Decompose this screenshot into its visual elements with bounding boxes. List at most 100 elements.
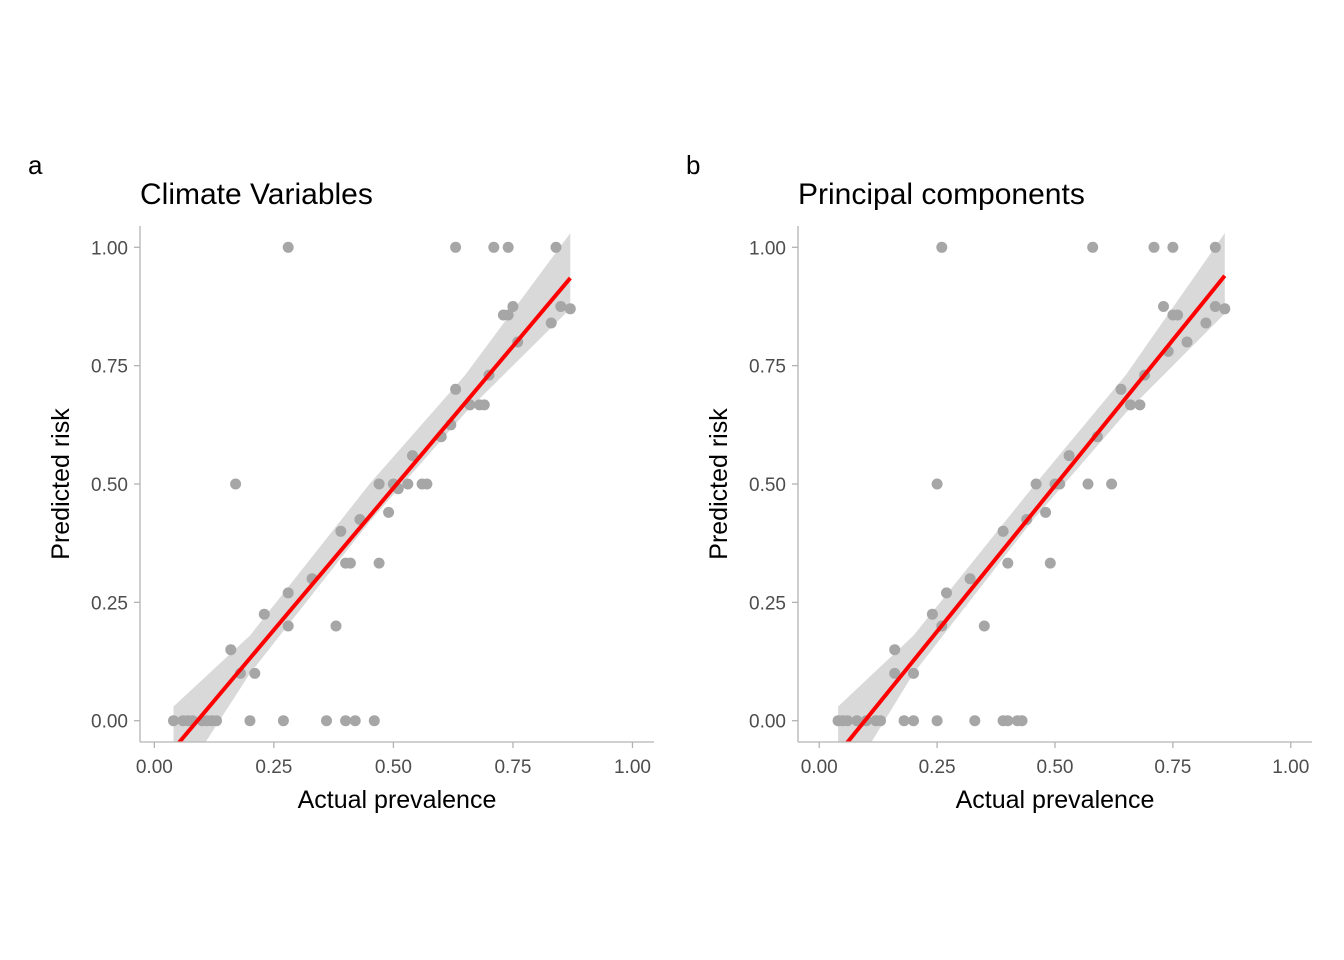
data-point bbox=[1044, 557, 1056, 569]
data-point bbox=[282, 587, 294, 599]
data-point bbox=[488, 241, 500, 253]
data-point bbox=[502, 309, 514, 321]
plot-area: 0.00 0.25 0.50 0.75 1.00 0.00 0.25 0.50 0.75 1.00 bbox=[91, 226, 654, 778]
data-point bbox=[225, 644, 237, 656]
data-point bbox=[926, 608, 938, 620]
data-point bbox=[1134, 399, 1146, 411]
data-point bbox=[1002, 557, 1014, 569]
data-point bbox=[383, 506, 395, 518]
x-tick-label: 0.50 bbox=[375, 757, 412, 778]
data-point bbox=[168, 715, 179, 727]
x-tick-label: 0.50 bbox=[1037, 757, 1074, 778]
y-tick-label: 0.00 bbox=[91, 712, 128, 733]
data-point bbox=[1002, 715, 1014, 727]
x-tick-label: 0.00 bbox=[801, 757, 838, 778]
data-point bbox=[249, 667, 261, 679]
x-tick-label: 1.00 bbox=[614, 757, 651, 778]
data-point bbox=[898, 715, 910, 727]
x-tick-label: 0.75 bbox=[1154, 757, 1191, 778]
panel-tag: b bbox=[686, 150, 700, 180]
data-point bbox=[550, 241, 562, 253]
data-point bbox=[1209, 241, 1221, 253]
data-point bbox=[1181, 336, 1193, 348]
data-point bbox=[908, 715, 919, 727]
data-point bbox=[842, 715, 853, 727]
y-tick-label: 0.25 bbox=[749, 593, 786, 614]
data-point bbox=[335, 525, 347, 537]
data-point bbox=[373, 478, 385, 490]
y-tick-label: 0.75 bbox=[91, 357, 128, 378]
data-point bbox=[1040, 506, 1052, 518]
y-tick-label: 1.00 bbox=[91, 238, 128, 259]
data-point bbox=[368, 715, 380, 727]
fit-line bbox=[176, 276, 572, 742]
data-point bbox=[1082, 478, 1094, 490]
data-point bbox=[936, 241, 948, 253]
x-tick-label: 0.75 bbox=[494, 757, 531, 778]
y-tick-label: 0.25 bbox=[91, 593, 128, 614]
y-axis-label: Predicted risk bbox=[47, 408, 75, 560]
data-point bbox=[564, 303, 576, 315]
y-tick-label: 0.75 bbox=[749, 357, 786, 378]
data-point bbox=[230, 478, 242, 490]
data-point bbox=[321, 715, 332, 727]
x-axis-label: Actual prevalence bbox=[956, 786, 1155, 814]
data-point bbox=[1167, 241, 1179, 253]
data-point bbox=[421, 478, 433, 490]
data-point bbox=[964, 573, 976, 585]
data-point bbox=[545, 317, 557, 329]
data-point bbox=[282, 241, 294, 253]
data-point bbox=[450, 241, 462, 253]
data-point bbox=[1087, 241, 1099, 253]
data-point bbox=[402, 478, 414, 490]
x-tick-label: 1.00 bbox=[1272, 757, 1309, 778]
data-point bbox=[450, 383, 462, 395]
data-point bbox=[373, 557, 385, 569]
x-tick-label: 0.25 bbox=[255, 757, 292, 778]
data-point bbox=[1219, 303, 1231, 315]
data-point bbox=[502, 241, 514, 253]
x-axis-label: Actual prevalence bbox=[298, 786, 497, 814]
y-tick-label: 0.50 bbox=[91, 475, 128, 496]
data-point bbox=[997, 525, 1009, 537]
data-point bbox=[1158, 301, 1169, 312]
data-point bbox=[1209, 301, 1221, 312]
data-point bbox=[211, 715, 222, 727]
confidence-band bbox=[173, 233, 571, 742]
x-tick-label: 0.00 bbox=[136, 757, 173, 778]
data-point bbox=[282, 620, 294, 632]
plot-area: 0.00 0.25 0.50 0.75 1.00 0.00 0.25 0.50 0.75 1.00 bbox=[749, 226, 1312, 778]
data-point bbox=[344, 557, 356, 569]
data-point bbox=[340, 715, 352, 727]
panel-climate-variables: a Climate Variables 0.00 0.25 0.50 0.75 1.00… bbox=[28, 150, 654, 814]
data-point bbox=[931, 715, 943, 727]
data-point bbox=[258, 608, 270, 620]
data-point bbox=[1106, 478, 1118, 490]
panel-title: Principal components bbox=[798, 178, 1085, 211]
data-point bbox=[1115, 383, 1127, 395]
data-point bbox=[851, 715, 863, 727]
y-tick-label: 0.00 bbox=[749, 712, 786, 733]
data-point bbox=[969, 715, 981, 727]
data-point bbox=[908, 667, 919, 679]
data-point bbox=[1063, 450, 1075, 462]
data-point bbox=[1148, 241, 1160, 253]
data-point bbox=[1124, 399, 1136, 411]
data-point bbox=[349, 715, 361, 727]
data-point bbox=[277, 715, 289, 727]
data-point bbox=[478, 399, 490, 411]
data-point bbox=[875, 715, 886, 727]
panel-title: Climate Variables bbox=[140, 178, 373, 211]
data-point bbox=[1172, 309, 1184, 321]
y-tick-label: 1.00 bbox=[749, 238, 786, 259]
panel-principal-components: b Principal components 0.00 0.25 0.50 0.75 1… bbox=[686, 150, 1312, 814]
data-point bbox=[244, 715, 256, 727]
data-point bbox=[555, 301, 567, 312]
fit-line bbox=[845, 274, 1227, 742]
data-point bbox=[1030, 478, 1042, 490]
data-point bbox=[507, 301, 519, 312]
data-point bbox=[407, 450, 418, 462]
data-point bbox=[1016, 715, 1028, 727]
data-point bbox=[1200, 317, 1212, 329]
